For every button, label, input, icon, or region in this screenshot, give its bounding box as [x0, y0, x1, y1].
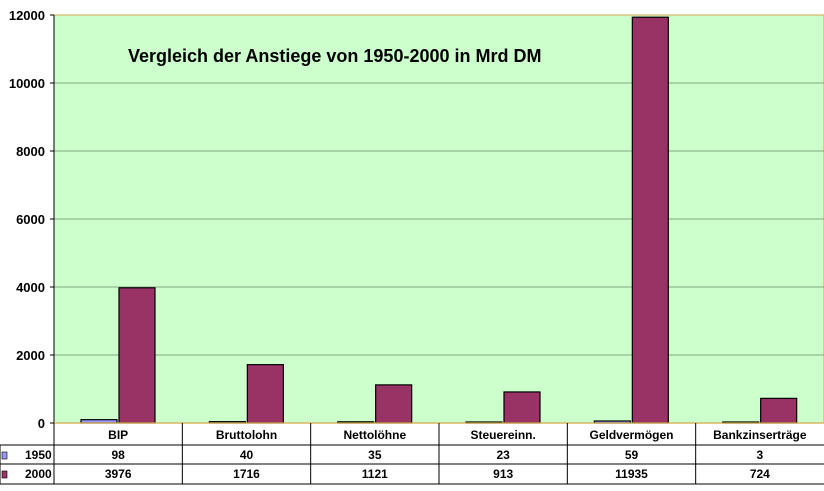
y-tick-label: 12000 [9, 8, 45, 23]
chart-title: Vergleich der Anstiege von 1950-2000 in … [128, 46, 541, 66]
category-label: Steuereinn. [470, 428, 535, 442]
category-label: Bankzinserträge [713, 428, 807, 442]
data-label: 724 [750, 467, 770, 481]
data-label: 35 [368, 448, 382, 462]
data-label: 59 [625, 448, 639, 462]
bar-2000 [118, 287, 156, 424]
category-label: Nettolöhne [343, 428, 406, 442]
data-label: 3976 [105, 467, 132, 481]
y-tick-label: 8000 [16, 144, 45, 159]
data-label: 98 [111, 448, 125, 462]
y-tick-label: 6000 [16, 212, 45, 227]
bar-2000 [760, 397, 798, 424]
y-tick-label: 2000 [16, 348, 45, 363]
bar-2000 [246, 364, 284, 424]
gridlines [54, 82, 824, 356]
data-label: 40 [240, 448, 254, 462]
legend-label: 1950 [25, 448, 52, 462]
data-label: 1716 [233, 467, 260, 481]
bar-2000 [631, 16, 669, 424]
bar-2000 [375, 384, 413, 424]
legend-swatch-1950 [1, 451, 8, 460]
data-table: BIP 98 3976 Bruttolohn 40 1716 Nettolöhne 35 112… [0, 423, 824, 485]
data-label: 1121 [362, 467, 388, 481]
data-label: 913 [493, 467, 513, 481]
category-label: Geldvermögen [589, 428, 673, 442]
bar-2000 [503, 391, 541, 424]
data-label: 23 [496, 448, 510, 462]
y-tick-label: 0 [38, 416, 45, 431]
data-label: 3 [756, 448, 763, 462]
legend-label: 2000 [25, 467, 52, 481]
data-label: 11935 [615, 467, 648, 481]
y-tick-label: 4000 [16, 280, 45, 295]
legend-swatch-2000 [1, 470, 8, 479]
category-label: Bruttolohn [216, 428, 277, 442]
category-label: BIP [108, 428, 128, 442]
y-tick-label: 10000 [9, 76, 45, 91]
